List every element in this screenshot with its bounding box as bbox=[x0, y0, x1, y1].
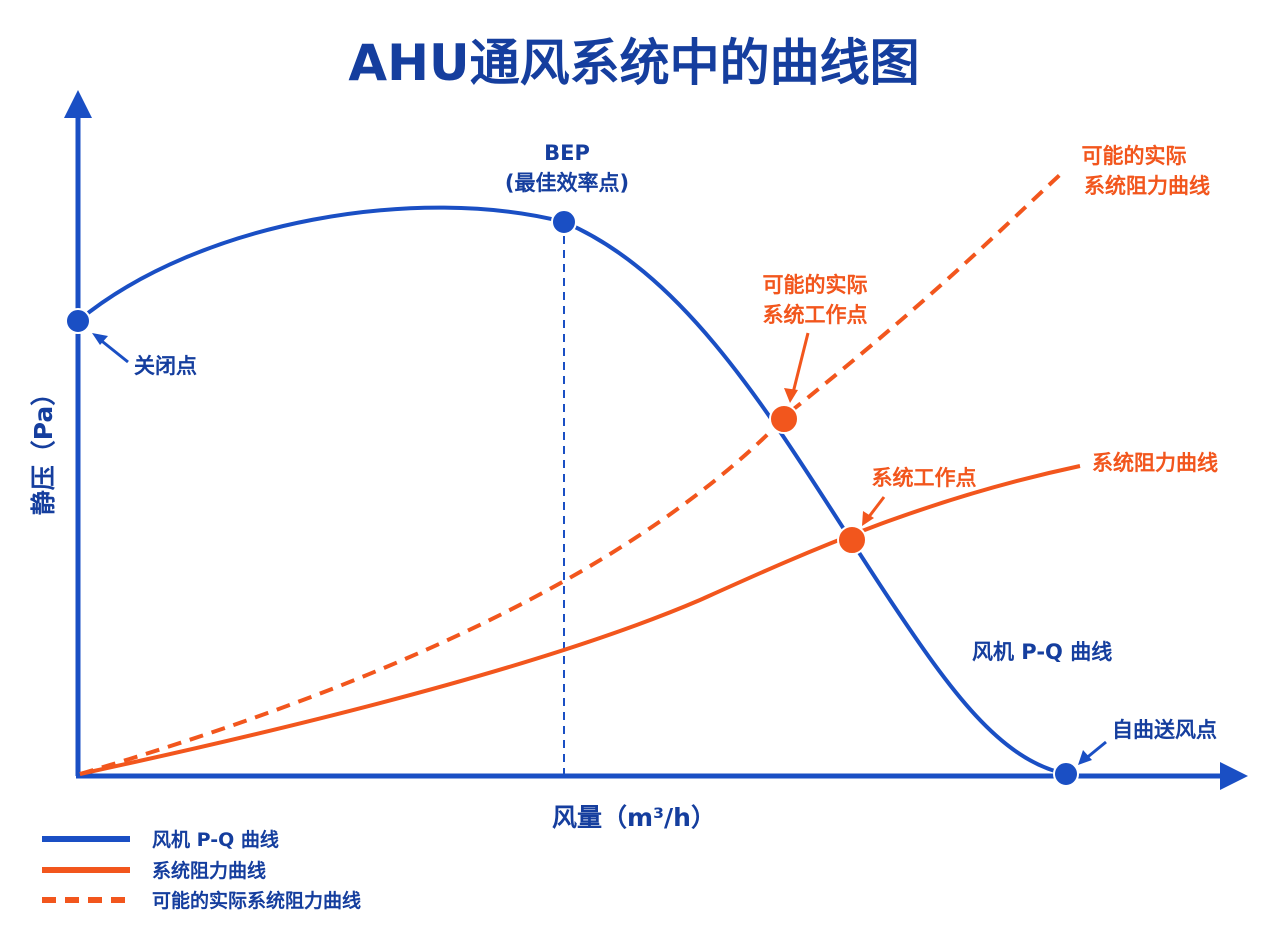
legend-label-fan: 风机 P-Q 曲线 bbox=[152, 828, 279, 851]
arrow-operating bbox=[866, 496, 886, 519]
annotation-arrows bbox=[92, 332, 1107, 765]
arrow-actual-operating bbox=[791, 332, 810, 394]
legend-label-actual: 可能的实际系统阻力曲线 bbox=[152, 889, 361, 912]
chart-title: AHU通风系统中的曲线图 bbox=[348, 34, 919, 92]
label-operating: 系统工作点 bbox=[872, 466, 977, 490]
legend: 风机 P-Q 曲线 系统阻力曲线 可能的实际系统阻力曲线 bbox=[42, 828, 361, 912]
label-actual-operating-2: 系统工作点 bbox=[763, 303, 868, 327]
legend-label-system: 系统阻力曲线 bbox=[152, 859, 266, 882]
label-actual-curve-2: 系统阻力曲线 bbox=[1084, 174, 1210, 198]
series-line-fan-pq bbox=[76, 205, 1067, 776]
series-line-system-resistance bbox=[79, 464, 1081, 776]
y-axis-label: 静压（Pa） bbox=[29, 381, 58, 516]
point-closed bbox=[65, 308, 91, 334]
point-actual-operating bbox=[769, 404, 799, 434]
arrow-operating-head bbox=[862, 511, 874, 526]
point-free-delivery bbox=[1053, 761, 1079, 787]
label-fan-curve: 风机 P-Q 曲线 bbox=[972, 640, 1112, 664]
arrow-free-delivery-head bbox=[1078, 750, 1092, 765]
arrow-actual-operating-head bbox=[784, 388, 798, 403]
arrow-closed-point-head bbox=[92, 333, 108, 345]
x-axis-label: 风量（m³/h） bbox=[552, 803, 716, 832]
point-bep bbox=[551, 209, 577, 235]
point-operating bbox=[837, 525, 867, 555]
x-axis-arrow bbox=[1220, 762, 1248, 790]
label-closed-point: 关闭点 bbox=[134, 354, 197, 378]
label-actual-curve-1: 可能的实际 bbox=[1082, 144, 1187, 168]
axes bbox=[64, 90, 1248, 790]
label-bep-sub: (最佳效率点) bbox=[505, 171, 629, 195]
label-bep: BEP bbox=[544, 141, 590, 165]
label-actual-operating-1: 可能的实际 bbox=[763, 273, 868, 297]
label-system-curve: 系统阻力曲线 bbox=[1092, 451, 1218, 475]
arrow-closed-point bbox=[97, 336, 129, 364]
y-axis-arrow bbox=[64, 90, 92, 118]
series-line-actual-system-resistance bbox=[79, 168, 1067, 776]
label-free-delivery: 自曲送风点 bbox=[1112, 718, 1217, 742]
